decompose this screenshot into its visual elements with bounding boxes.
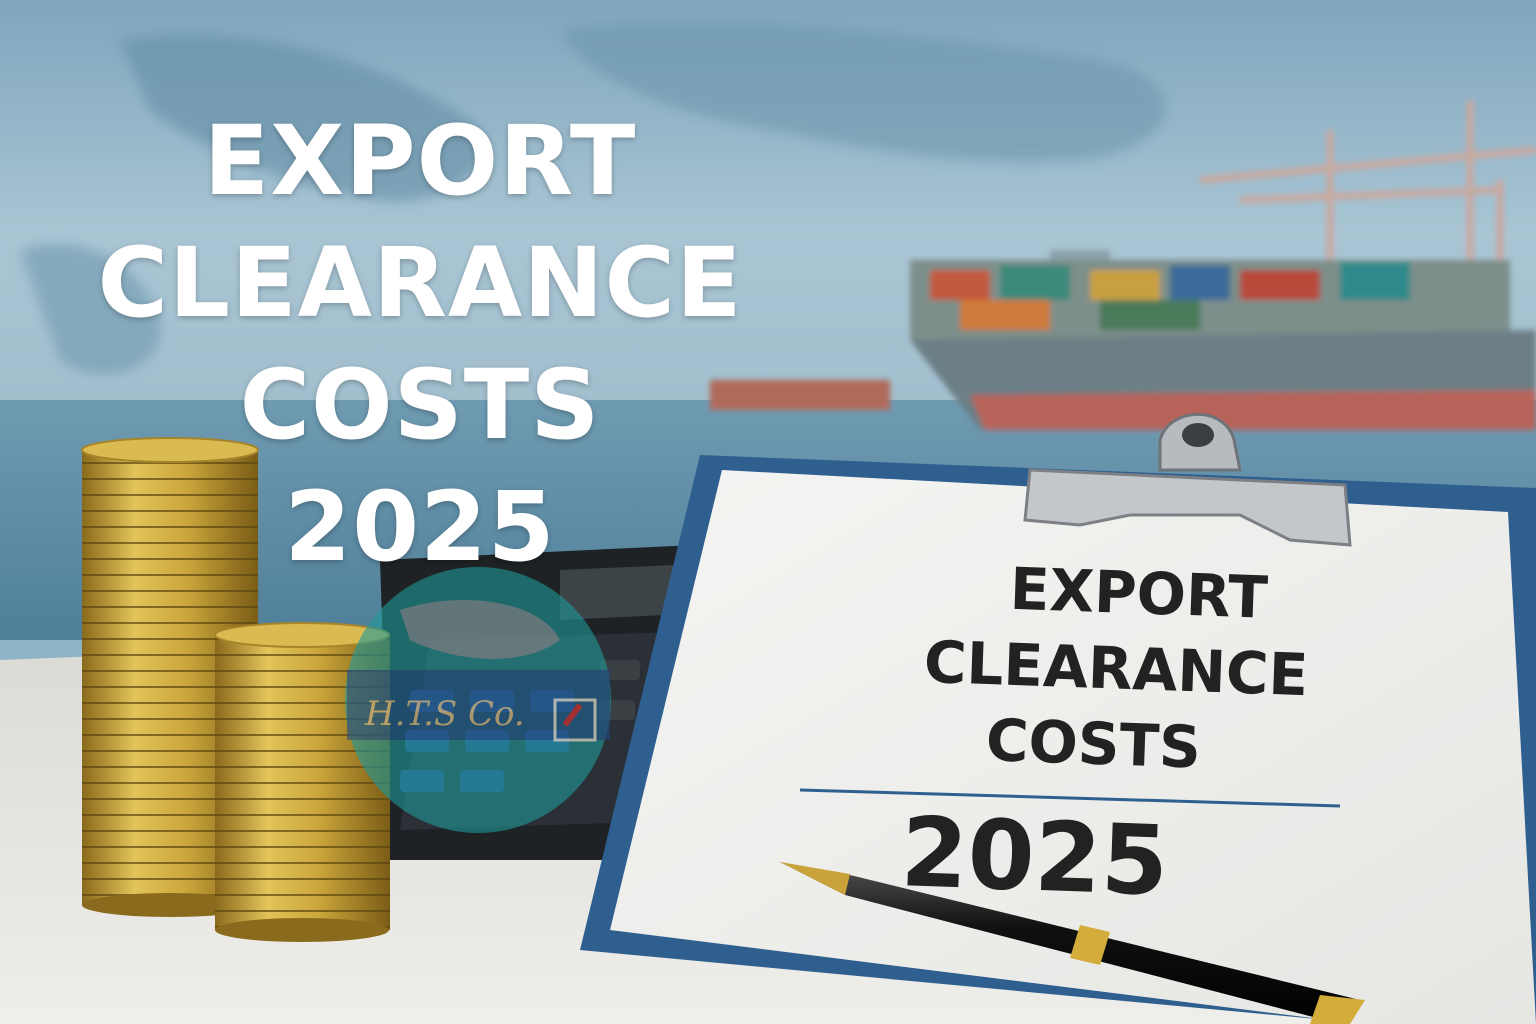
headline-year: 2025 (284, 471, 556, 583)
clipboard-divider (799, 788, 1341, 808)
clipboard-clip (1023, 412, 1352, 547)
headline-line2: CLEARANCE (97, 227, 743, 339)
clipboard-line2: CLEARANCE (923, 628, 1309, 709)
headline-line3: COSTS (239, 349, 601, 461)
world-map-backdrop (20, 21, 1166, 375)
hts-company-logo-watermark: H.T.S Co. (345, 567, 611, 833)
clipboard-year: 2025 (899, 796, 1170, 917)
headline: EXPORT CLEARANCE COSTS 2025 (60, 100, 780, 588)
watermark-text: H.T.S Co. (364, 694, 525, 734)
pen (780, 862, 1365, 1024)
cargo-ship (710, 100, 1536, 430)
headline-line1: EXPORT (203, 105, 637, 217)
clipboard-line1: EXPORT (1009, 555, 1269, 632)
clipboard-line3: COSTS (985, 706, 1202, 781)
